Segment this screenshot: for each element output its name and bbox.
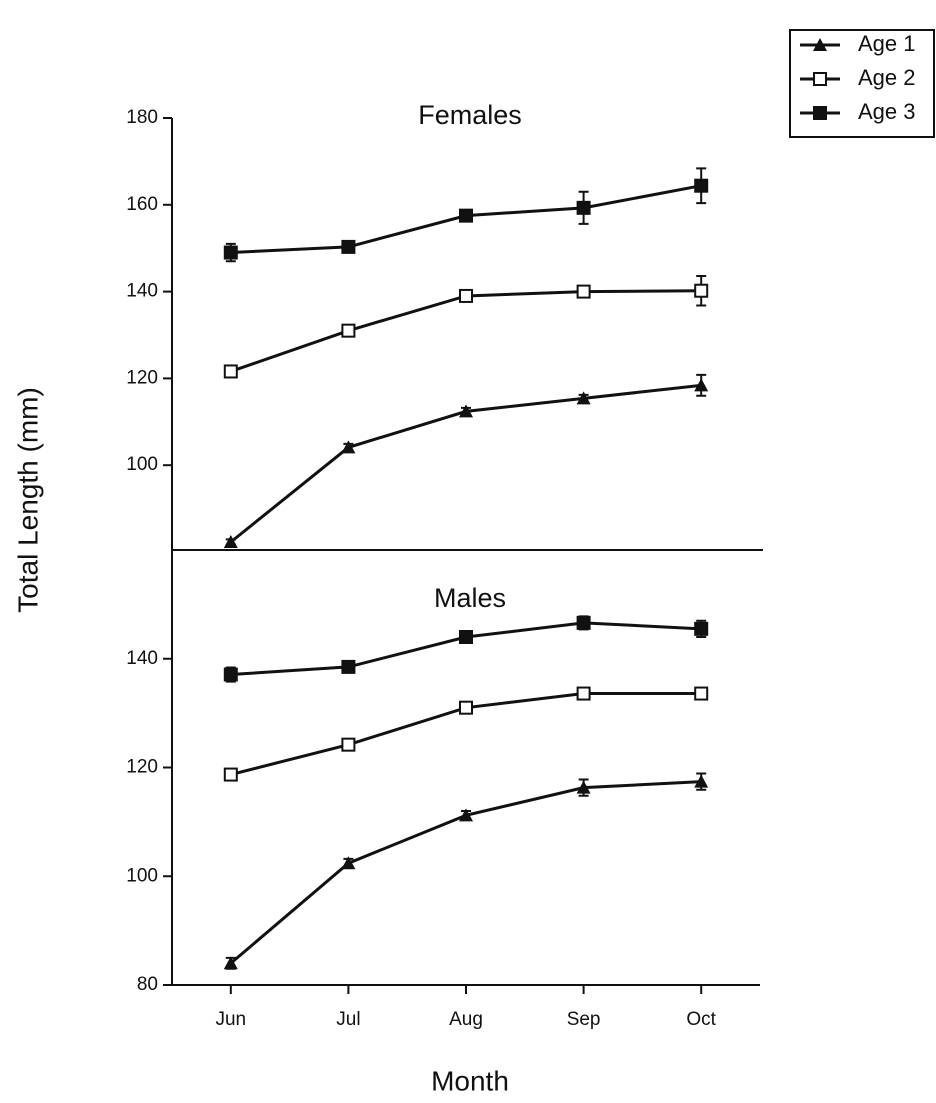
marker [341, 659, 356, 674]
x-tick-label: Oct [686, 1009, 716, 1030]
marker [223, 767, 238, 782]
marker [459, 208, 473, 223]
marker [223, 364, 238, 379]
panel-title: Females [418, 100, 522, 130]
y-axis-label: Total Length (mm) [12, 387, 43, 613]
marker [223, 667, 238, 682]
marker [694, 621, 709, 636]
marker [694, 378, 709, 392]
y-tick-label: 100 [126, 865, 158, 886]
marker [576, 615, 591, 630]
marker [576, 686, 591, 701]
marker [341, 440, 356, 454]
y-tick-label: 140 [126, 281, 158, 302]
marker [341, 737, 356, 752]
legend-label: Age 1 [858, 31, 916, 56]
legend-label: Age 3 [858, 99, 916, 124]
legend-marker [813, 106, 827, 120]
legend-marker [813, 38, 827, 51]
marker [576, 284, 591, 299]
marker [459, 288, 473, 303]
legend-label: Age 2 [858, 65, 916, 90]
marker [576, 200, 591, 215]
marker [694, 686, 709, 701]
marker [694, 178, 709, 193]
marker [459, 808, 473, 822]
y-tick-label: 160 [126, 194, 158, 215]
marker [341, 239, 356, 254]
y-tick-label: 120 [126, 757, 158, 778]
marker [223, 245, 238, 260]
marker [694, 283, 709, 298]
y-tick-label: 80 [137, 974, 158, 995]
x-axis-label: Month [431, 1065, 509, 1096]
x-tick-label: Jun [215, 1009, 246, 1030]
marker [223, 535, 238, 549]
panel-title: Males [434, 583, 506, 613]
marker [459, 700, 473, 715]
y-tick-label: 140 [126, 648, 158, 669]
marker [459, 404, 473, 418]
y-tick-label: 120 [126, 367, 158, 388]
y-tick-label: 180 [126, 107, 158, 128]
x-tick-label: Jul [336, 1009, 360, 1030]
x-tick-label: Sep [567, 1009, 601, 1030]
marker [341, 856, 356, 870]
y-tick-label: 100 [126, 454, 158, 475]
marker [341, 323, 356, 338]
x-tick-label: Aug [449, 1009, 483, 1030]
legend-marker [813, 72, 827, 86]
marker [576, 780, 591, 794]
marker [459, 630, 473, 644]
marker [576, 391, 591, 405]
marker [223, 956, 238, 970]
marker [694, 774, 709, 788]
